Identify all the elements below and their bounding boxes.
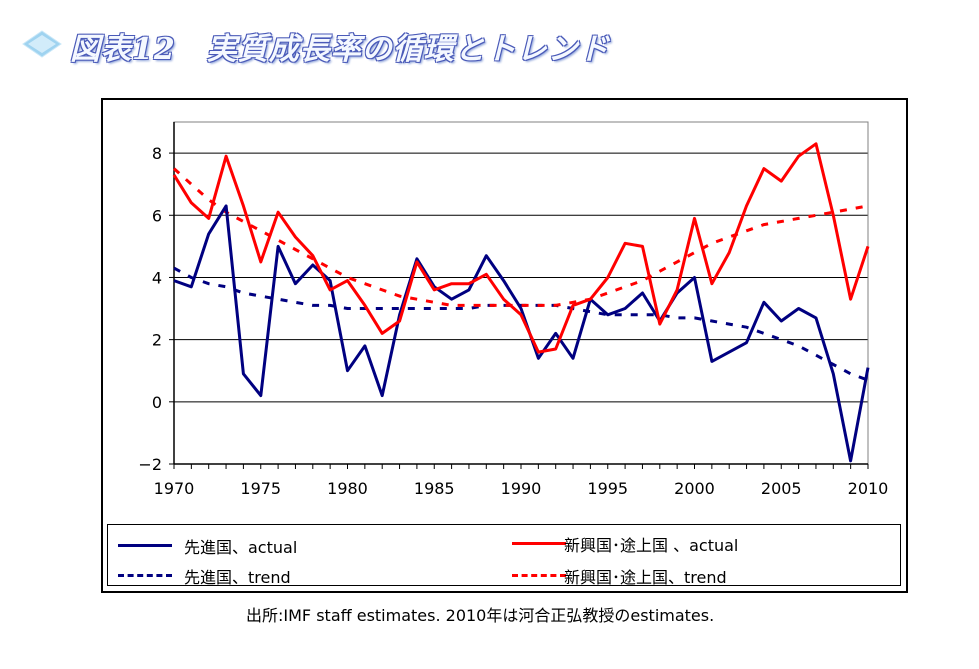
legend-swatch	[118, 574, 172, 577]
series-line-3	[172, 167, 869, 307]
x-tick-label: 2000	[674, 479, 715, 498]
y-tick-label: −2	[138, 455, 162, 474]
y-tick-label: 8	[152, 144, 162, 163]
source-footnote: 出所:IMF staff estimates. 2010年は河合正弘教授のest…	[246, 606, 715, 625]
legend-label: 先進国、actual	[184, 538, 298, 557]
legend-label: 新興国･途上国 、actual	[564, 536, 739, 555]
series-line-2	[172, 142, 870, 354]
page-title: 図表12 実質成長率の循環とトレンド	[70, 32, 610, 67]
y-tick-label: 4	[152, 268, 162, 287]
plot-area	[173, 121, 869, 465]
x-tick-label: 1975	[240, 479, 281, 498]
y-tick-label: 2	[152, 331, 162, 350]
x-tick-label: 1990	[501, 479, 542, 498]
diamond-bullet-icon	[22, 30, 62, 58]
x-tick-label: 2010	[848, 479, 889, 498]
legend-swatch	[118, 544, 172, 547]
x-tick-label: 1985	[414, 479, 455, 498]
series-line-0	[173, 204, 870, 463]
legend-swatch	[512, 542, 566, 545]
legend-swatch	[512, 574, 566, 577]
legend-label: 新興国･途上国、trend	[564, 568, 727, 587]
x-tick-label: 1970	[154, 479, 195, 498]
series-line-1	[173, 266, 869, 382]
y-tick-label: 6	[152, 206, 162, 225]
x-tick-label: 1995	[587, 479, 628, 498]
chart-legend: 先進国、actual 先進国、trend 新興国･途上国 、actual 新興国…	[107, 524, 901, 587]
x-tick-label: 1980	[327, 479, 368, 498]
x-tick-label: 2005	[761, 479, 802, 498]
chart-frame	[101, 98, 908, 593]
y-tick-label: 0	[152, 393, 162, 412]
legend-label: 先進国、trend	[184, 568, 291, 587]
